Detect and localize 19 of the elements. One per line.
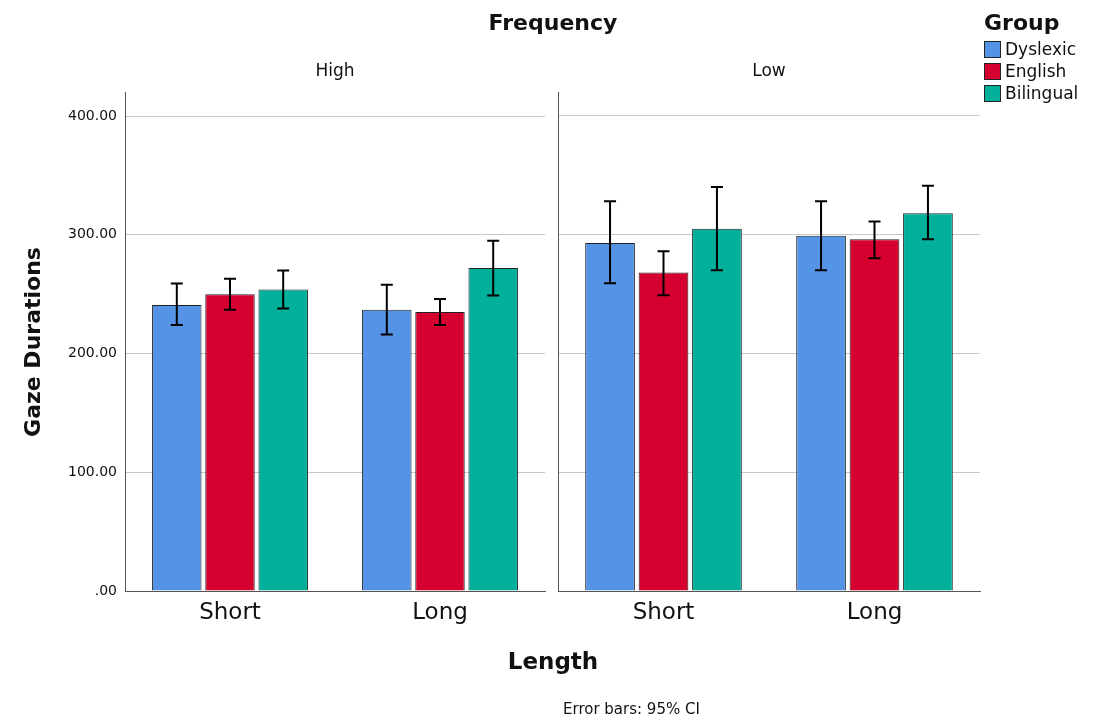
x-tick-label: Short xyxy=(199,597,261,624)
chart-subtitle: Low xyxy=(752,60,786,80)
y-tick-label: 100.00 xyxy=(68,462,117,479)
legend-label: English xyxy=(1005,61,1067,81)
legend-label: Bilingual xyxy=(1005,83,1079,103)
x-tick-label: Short xyxy=(632,597,695,624)
chart-title: Frequency xyxy=(488,10,618,35)
chart-subtitle: High xyxy=(315,60,355,80)
x-tick-label: Long xyxy=(846,597,903,624)
x-tick-label: Long xyxy=(412,597,468,624)
y-tick-label: 300.00 xyxy=(68,225,117,242)
y-axis-title: Gaze Durations xyxy=(19,246,45,437)
x-axis-title: Length xyxy=(507,648,599,674)
y-tick-label: .00 xyxy=(94,581,117,598)
legend-title: Group xyxy=(984,10,1061,35)
y-tick-label: 200.00 xyxy=(68,344,117,361)
legend-label: Dyslexic xyxy=(1005,39,1077,59)
text: Error bars: 95% CI xyxy=(563,700,700,718)
y-tick-label: 400.00 xyxy=(68,106,117,123)
